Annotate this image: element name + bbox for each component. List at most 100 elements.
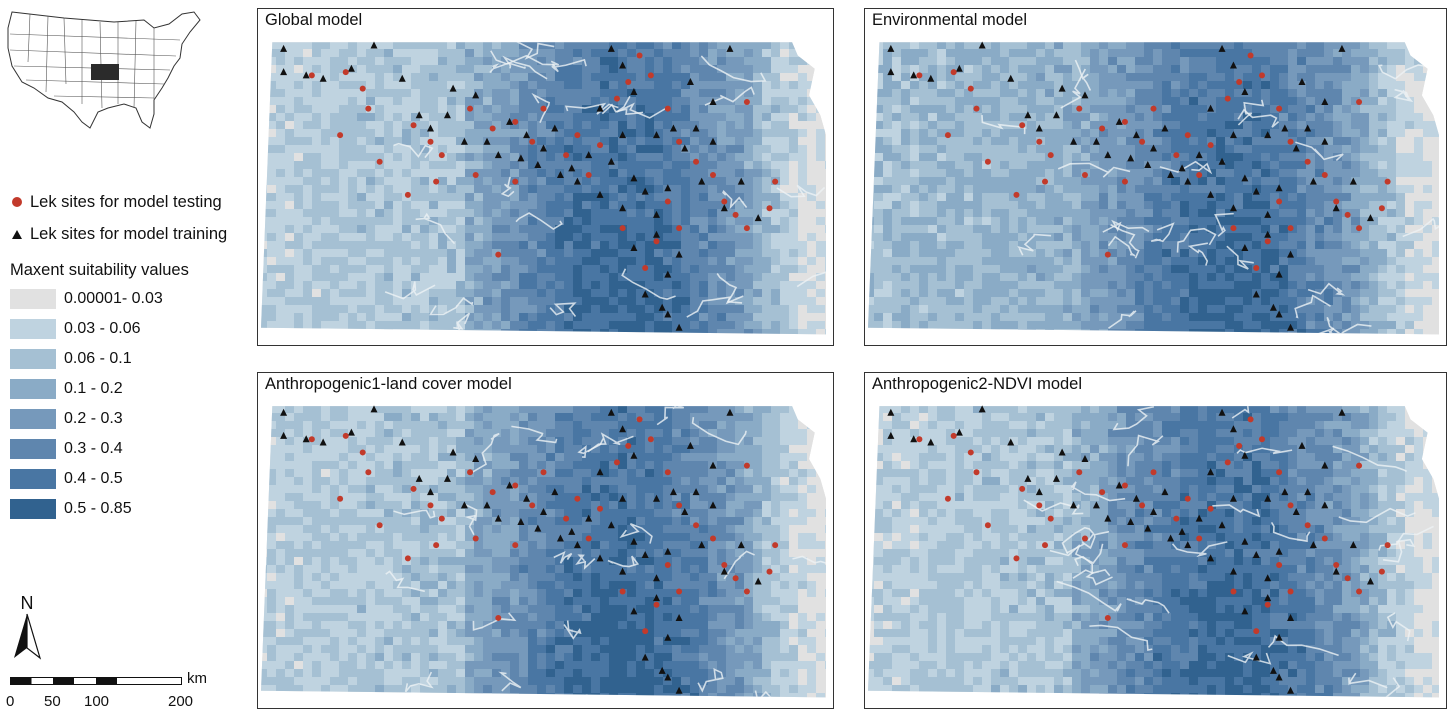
legend-training-label: Lek sites for model training (30, 224, 228, 243)
training-lek-marker (568, 527, 576, 535)
testing-lek-marker (467, 105, 474, 112)
training-lek-marker (619, 204, 627, 212)
testing-lek-marker (1139, 138, 1146, 145)
legend-class-label: 0.2 - 0.3 (64, 410, 123, 427)
training-lek-marker (681, 508, 689, 516)
training-lek-marker (1218, 157, 1226, 165)
training-lek-marker (551, 488, 559, 496)
training-lek-marker (1007, 74, 1015, 82)
testing-lek-marker (1264, 238, 1271, 245)
training-lek-marker (319, 438, 327, 446)
testing-lek-marker (1304, 522, 1311, 529)
testing-lek-marker (1099, 125, 1106, 132)
testing-lek-marker (721, 198, 728, 205)
testing-lek-marker (664, 561, 671, 568)
testing-lek-marker (984, 158, 991, 165)
training-lek-marker (1058, 448, 1066, 456)
testing-lek-marker (950, 432, 957, 439)
testing-lek-marker (489, 125, 496, 132)
testing-lek-marker (1287, 588, 1294, 595)
testing-lek-marker (1013, 555, 1020, 562)
testing-lek-marker (619, 588, 626, 595)
training-lek-marker (910, 435, 918, 443)
legend-class-label: 0.1 - 0.2 (64, 380, 123, 397)
red-dot-icon (12, 197, 22, 207)
testing-lek-marker (619, 225, 626, 232)
testing-lek-marker (1378, 568, 1385, 575)
training-lek-marker (664, 310, 672, 318)
training-lek-marker (1332, 204, 1340, 212)
training-lek-marker (1332, 567, 1340, 575)
training-lek-marker (1338, 408, 1346, 416)
training-lek-marker (1035, 124, 1043, 132)
training-lek-marker (709, 137, 717, 145)
training-lek-marker (1292, 144, 1300, 152)
testing-lek-marker (1121, 178, 1128, 185)
scale-tick-label: 50 (44, 693, 61, 710)
testing-lek-marker (1042, 178, 1049, 185)
testing-lek-marker (574, 132, 581, 139)
training-lek-marker (653, 594, 660, 602)
testing-lek-marker (1356, 588, 1363, 595)
testing-lek-marker (653, 238, 660, 245)
scale-unit: km (187, 670, 207, 687)
testing-lek-marker (1287, 502, 1294, 509)
training-lek-marker (1304, 488, 1312, 496)
testing-lek-marker (438, 515, 445, 522)
testing-lek-marker (1150, 105, 1157, 112)
training-lek-marker (664, 184, 672, 192)
training-lek-marker (494, 514, 502, 522)
training-lek-marker (1321, 461, 1329, 469)
testing-lek-marker (359, 85, 366, 92)
training-lek-marker (1229, 425, 1237, 433)
testing-lek-marker (676, 502, 683, 509)
testing-lek-marker (664, 198, 671, 205)
testing-lek-marker (1104, 614, 1111, 621)
testing-lek-marker (1196, 172, 1203, 178)
training-lek-marker (726, 408, 734, 416)
training-lek-marker (540, 508, 547, 516)
testing-lek-marker (376, 158, 383, 165)
training-lek-marker (1161, 488, 1169, 496)
legend-swatch (10, 379, 56, 399)
training-lek-marker (443, 111, 451, 119)
testing-lek-marker (472, 535, 479, 542)
training-lek-marker (1264, 131, 1272, 139)
training-lek-marker (607, 408, 615, 416)
testing-lek-marker (512, 178, 519, 185)
training-lek-marker (1275, 184, 1283, 192)
testing-lek-marker (359, 449, 366, 456)
training-lek-marker (534, 524, 542, 532)
testing-lek-marker (647, 72, 654, 79)
panel-title: Global model (265, 11, 363, 29)
testing-lek-marker (743, 588, 750, 595)
training-lek-marker (955, 64, 963, 72)
testing-lek-marker (404, 191, 411, 198)
training-lek-marker (630, 244, 638, 252)
testing-lek-marker (540, 469, 547, 476)
training-lek-marker (551, 124, 559, 132)
training-lek-marker (460, 501, 468, 509)
testing-lek-marker (1356, 98, 1363, 105)
testing-lek-marker (467, 469, 474, 476)
training-lek-marker (658, 303, 666, 311)
training-lek-marker (675, 250, 683, 258)
training-lek-marker (1275, 270, 1283, 278)
training-lek-marker (1241, 537, 1249, 545)
testing-lek-marker (1321, 535, 1328, 542)
training-lek-marker (1292, 508, 1300, 516)
testing-lek-marker (1356, 225, 1363, 232)
testing-lek-marker (1036, 502, 1043, 509)
testing-lek-marker (427, 138, 434, 145)
testing-lek-marker (365, 469, 372, 476)
scale-tick-label: 200 (168, 693, 194, 710)
legend-swatch (10, 319, 56, 339)
testing-lek-marker (585, 535, 592, 542)
testing-lek-marker (1224, 95, 1231, 102)
training-lek-marker (1150, 508, 1157, 516)
testing-lek-marker (1036, 138, 1043, 145)
training-lek-marker (1275, 673, 1283, 681)
training-lek-marker (280, 44, 288, 52)
scale-bar-graphic (10, 677, 182, 685)
training-lek-marker (686, 441, 694, 449)
